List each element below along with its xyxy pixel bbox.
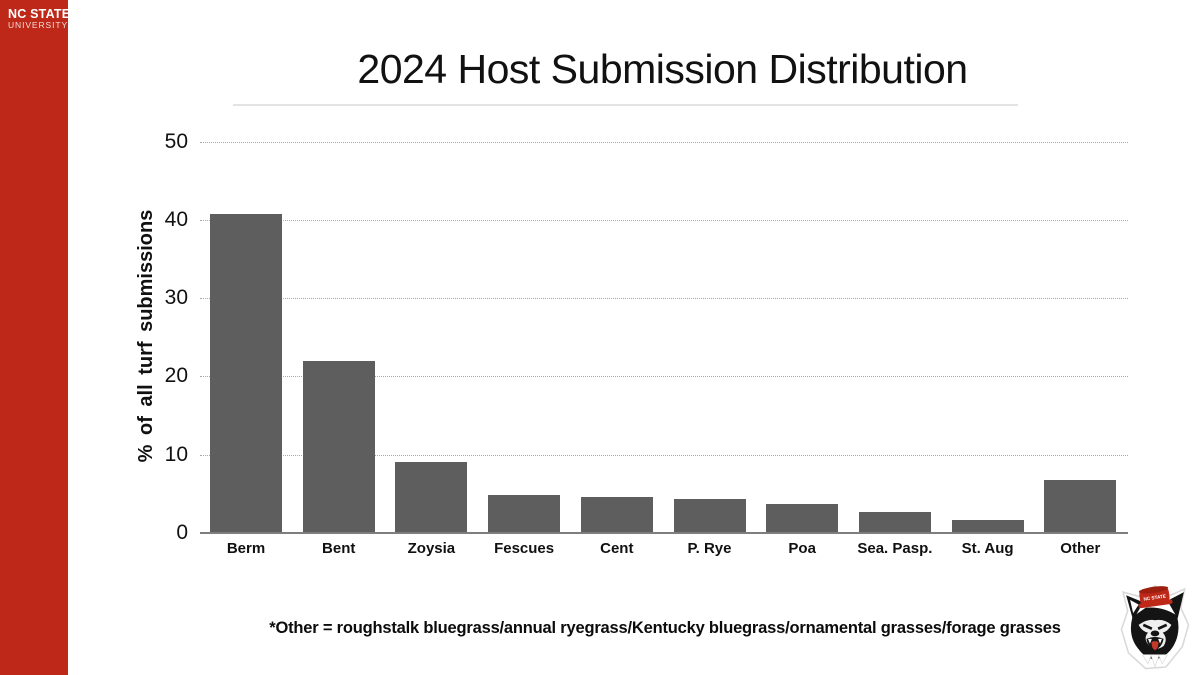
wolf-chin-fur [1142,654,1168,669]
bar-fescues [488,495,561,532]
bar-p-rye [673,499,746,532]
gridline-30 [200,298,1128,300]
x-category-label-sea-pasp-: Sea. Pasp. [857,540,933,557]
wolf-right-ear [1167,592,1184,619]
y-tick-label-50: 50 [164,129,188,153]
x-category-label-fescues: Fescues [494,540,555,557]
bar-sea-pasp- [858,511,931,532]
y-tick-label-10: 10 [164,442,188,466]
x-category-label-p-rye: P. Rye [687,540,732,557]
wolf-red-hat: NC STATE [1138,586,1173,609]
bar-berm [210,214,282,532]
gridline-40 [200,219,1128,221]
wolf-nose [1150,630,1160,637]
wolf-right-eye [1157,623,1168,631]
nc-state-logotype: NC STATE UNIVERSITY [8,7,71,31]
y-tick-label-30: 30 [164,286,188,310]
brand-subname: UNIVERSITY [8,20,69,31]
x-category-label-other: Other [1060,540,1101,557]
title-divider [233,104,1018,106]
wolf-tongue [1151,641,1159,651]
x-category-label-st-aug: St. Aug [961,540,1014,557]
gridline-10 [200,454,1128,456]
bar-other [1044,479,1117,532]
svg-text:NC STATE: NC STATE [1143,594,1166,602]
x-category-label-zoysia: Zoysia [407,540,456,557]
footnote: *Other = roughstalk bluegrass/annual rye… [269,619,1061,637]
x-category-label-bent: Bent [322,540,356,557]
x-category-label-cent: Cent [600,540,634,557]
bar-bent [302,360,375,532]
brand-name: NC STATE [8,7,71,21]
x-category-label-berm: Berm [226,540,266,557]
x-category-label-poa: Poa [788,540,816,557]
bar-st-aug [951,520,1024,532]
nc-state-wolf-head-icon: NC STATE [1120,584,1190,670]
bar-chart-plot-area [200,0,1128,534]
bar-poa [766,503,839,532]
y-tick-label-40: 40 [164,207,188,231]
wolf-left-eye [1142,623,1153,631]
y-tick-label-20: 20 [164,364,188,388]
bar-cent [580,496,653,532]
x-axis-line [200,532,1128,534]
page-title: 2024 Host Submission Distribution [357,46,968,92]
bar-zoysia [395,461,468,532]
gridline-20 [200,376,1128,378]
gridline-50 [200,141,1128,143]
brand-sidebar: NC STATE UNIVERSITY [0,0,71,675]
y-tick-label-0: 0 [176,521,188,544]
